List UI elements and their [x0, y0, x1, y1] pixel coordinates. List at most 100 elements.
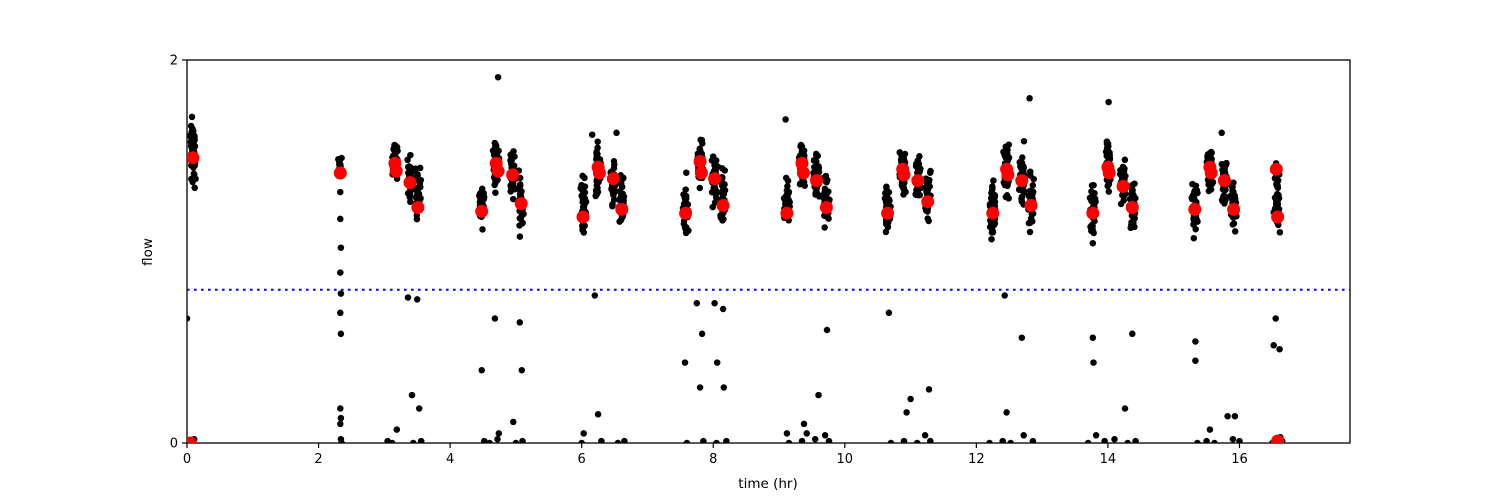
data-point	[609, 201, 616, 208]
data-point	[898, 152, 905, 160]
data-point	[821, 432, 829, 439]
data-point	[578, 439, 585, 443]
data-point	[492, 189, 499, 196]
cluster-center-point	[796, 166, 810, 180]
data-point	[1018, 193, 1026, 201]
cluster-center-point	[1271, 210, 1285, 224]
data-point	[887, 439, 895, 443]
cluster-center-point	[693, 155, 707, 168]
data-point	[1105, 188, 1113, 195]
data-point	[1105, 98, 1112, 106]
data-point	[1208, 180, 1216, 188]
data-point	[812, 150, 820, 158]
data-point	[988, 189, 995, 197]
data-point	[825, 437, 833, 443]
data-point	[518, 220, 526, 227]
data-point	[519, 437, 526, 443]
data-point	[884, 222, 891, 229]
data-point	[414, 176, 422, 183]
data-point	[616, 218, 623, 225]
data-point	[512, 439, 520, 443]
data-point	[508, 182, 515, 190]
cluster-center-point	[780, 206, 794, 220]
cluster-center-point	[1271, 434, 1285, 443]
data-point	[337, 414, 345, 422]
data-point	[417, 437, 425, 443]
data-point	[720, 215, 727, 223]
data-point	[927, 437, 934, 443]
cluster-center-point	[1024, 199, 1038, 212]
data-point	[337, 269, 344, 276]
cluster-center-point	[491, 164, 505, 178]
data-point	[1231, 412, 1239, 420]
data-point	[1026, 219, 1034, 227]
data-point	[491, 181, 498, 189]
data-point	[479, 226, 486, 233]
data-point	[782, 174, 790, 182]
data-point	[1020, 137, 1028, 145]
data-point	[1103, 152, 1111, 160]
data-point	[989, 201, 997, 208]
data-point	[813, 158, 820, 165]
data-point	[1120, 192, 1127, 200]
data-point	[337, 309, 344, 317]
cluster-center-point	[911, 174, 925, 188]
data-point	[1129, 190, 1136, 197]
data-point	[823, 326, 831, 334]
data-point	[337, 330, 345, 338]
data-point	[1188, 195, 1196, 203]
data-point	[1220, 186, 1227, 193]
data-points-layer	[187, 73, 1286, 443]
cluster-center-point	[403, 176, 417, 190]
cluster-center-point	[1269, 162, 1283, 176]
data-point	[907, 395, 914, 403]
cluster-center-point	[475, 204, 489, 218]
data-point	[1124, 439, 1131, 443]
data-point	[1206, 426, 1214, 433]
data-point	[337, 215, 344, 223]
data-point	[815, 391, 822, 399]
data-point	[1029, 182, 1037, 189]
cluster-center-point	[921, 195, 935, 209]
data-point	[594, 138, 601, 145]
data-point	[593, 151, 601, 158]
data-point	[404, 163, 412, 171]
data-point	[404, 190, 412, 197]
data-point	[1274, 182, 1281, 189]
data-point	[509, 195, 517, 203]
data-point	[1105, 180, 1113, 188]
data-point	[494, 73, 502, 81]
data-point	[693, 299, 701, 307]
data-point	[1228, 183, 1236, 190]
x-axis-label: time (hr)	[738, 476, 797, 492]
data-point	[821, 212, 828, 219]
data-point	[681, 359, 689, 366]
data-point	[187, 315, 191, 322]
data-point	[594, 411, 602, 418]
data-point	[415, 405, 423, 412]
data-point	[1117, 200, 1125, 208]
data-point	[913, 188, 921, 195]
data-point	[489, 147, 497, 154]
data-point	[404, 156, 411, 164]
data-point	[1131, 223, 1138, 231]
x-tick-label: 16	[1231, 452, 1248, 467]
data-point	[1001, 292, 1008, 299]
data-point	[721, 167, 729, 174]
data-point	[1017, 163, 1024, 170]
data-point	[337, 405, 344, 412]
cluster-center-point	[1086, 206, 1100, 220]
data-point	[900, 437, 908, 443]
data-point	[783, 430, 791, 437]
data-point	[1230, 220, 1238, 227]
data-point	[516, 233, 524, 240]
data-point	[507, 160, 515, 167]
y-tick-label: 0	[170, 437, 178, 452]
data-point	[594, 144, 601, 152]
data-point	[338, 439, 345, 443]
cluster-center-point	[1227, 202, 1241, 216]
data-point	[486, 439, 493, 443]
cluster-center-point	[1116, 179, 1130, 193]
data-point	[618, 174, 625, 181]
data-point	[925, 386, 933, 393]
